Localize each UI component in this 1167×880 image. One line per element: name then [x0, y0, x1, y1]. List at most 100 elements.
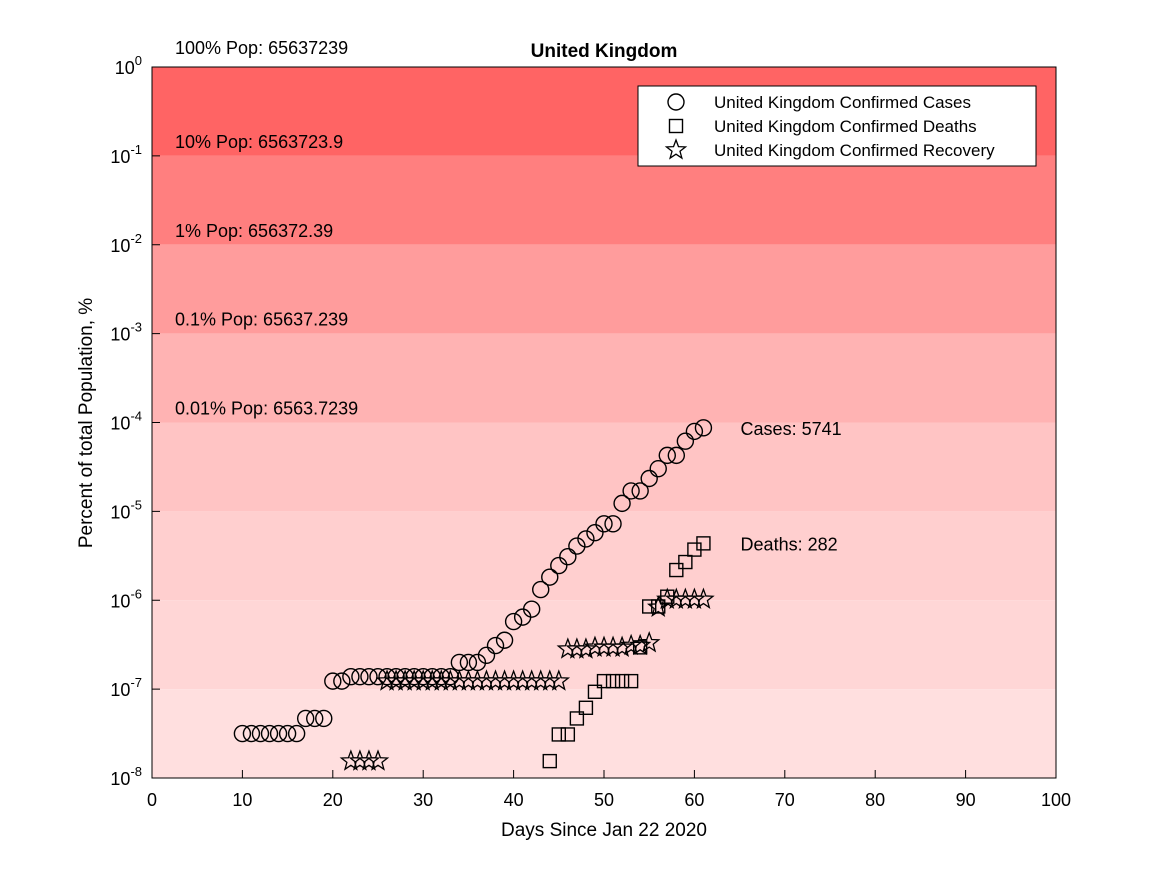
circle-point-14	[360, 667, 378, 686]
circle-point-47	[658, 446, 676, 465]
legend-label-2: United Kingdom Confirmed Recovery	[714, 141, 995, 160]
square-point-8	[614, 673, 630, 689]
circle-point-44	[631, 482, 649, 500]
circle-point-43	[622, 482, 640, 500]
circle-point-3	[260, 724, 279, 743]
square-point-14	[669, 562, 684, 578]
x-tick-label-9: 90	[956, 790, 976, 810]
circle-point-42	[613, 494, 631, 513]
band-3	[152, 333, 1056, 423]
annotations: Cases: 5741 Deaths: 282	[741, 419, 842, 555]
data-series	[233, 419, 715, 771]
circle-point-4	[269, 724, 288, 743]
band-2	[152, 244, 1056, 334]
y-tick-label-1: 10-1	[110, 142, 142, 167]
x-tick-label-7: 70	[775, 790, 795, 810]
circle-point-48	[667, 446, 686, 465]
y-tick-label-6: 10-6	[110, 586, 142, 611]
circle-point-45	[640, 469, 658, 488]
annotation-1: Deaths: 282	[741, 534, 838, 554]
circle-point-13	[351, 667, 369, 686]
circle-point-11	[333, 672, 351, 690]
circle-point-10	[324, 672, 342, 690]
circle-point-15	[369, 667, 387, 686]
band-1	[152, 155, 1056, 245]
square-point-17	[696, 536, 711, 551]
square-point-1	[551, 727, 566, 742]
circle-point-46	[649, 460, 667, 478]
circle-point-1	[242, 724, 261, 743]
circle-point-30	[504, 612, 523, 631]
y-axis-ticks: 100 10-1 10-2 10-3 10-4 10-5 10-6 10-7 10-8	[110, 53, 160, 789]
circle-point-9	[315, 709, 333, 728]
star-point-32	[628, 633, 652, 656]
band-5	[152, 511, 1056, 601]
band-label-3: 0.1% Pop: 65637.239	[175, 310, 348, 330]
circle-point-34	[541, 568, 559, 586]
square-point-15	[678, 554, 693, 570]
x-tick-label-1: 10	[232, 790, 252, 810]
circle-point-0	[233, 724, 252, 743]
x-axis-label: Days Since Jan 22 2020	[501, 820, 707, 841]
legend: United Kingdom Confirmed Cases United Kin…	[637, 85, 1037, 167]
y-tick-label-5: 10-5	[110, 497, 142, 522]
x-axis-ticks: 0 10 20 30 40 50 60 70 80 90 100	[147, 770, 1071, 810]
x-tick-label-0: 0	[147, 790, 157, 810]
square-point-2	[560, 727, 576, 742]
x-tick-label-5: 50	[594, 790, 614, 810]
circle-point-32	[522, 600, 541, 618]
band-labels: 100% Pop: 65637239 10% Pop: 6563723.9 1% P…	[175, 38, 358, 419]
star-point-23	[547, 669, 571, 691]
star-point-39	[692, 587, 715, 609]
circle-point-29	[495, 631, 514, 649]
circle-point-8	[306, 709, 324, 728]
star-point-33	[637, 631, 661, 653]
band-label-4: 0.01% Pop: 6563.7239	[175, 399, 358, 419]
circle-point-37	[568, 537, 586, 555]
legend-circle-icon	[667, 93, 685, 111]
square-point-3	[569, 711, 585, 726]
square-point-4	[578, 700, 594, 715]
square-point-0	[542, 753, 557, 769]
series-circle	[233, 419, 713, 743]
chart-title: United Kingdom	[531, 41, 678, 62]
circle-point-33	[532, 580, 550, 599]
circle-point-7	[296, 709, 315, 728]
square-point-6	[596, 673, 612, 689]
circle-point-41	[604, 515, 622, 533]
x-tick-label-2: 20	[323, 790, 343, 810]
circle-point-51	[694, 419, 713, 437]
star-point-30	[610, 635, 634, 657]
x-tick-label-6: 60	[684, 790, 704, 810]
y-tick-label-7: 10-7	[110, 675, 142, 700]
circle-point-28	[486, 636, 505, 655]
star-point-3	[366, 749, 390, 771]
circle-point-5	[278, 724, 297, 743]
band-label-1: 10% Pop: 6563723.9	[175, 132, 343, 152]
circle-point-38	[577, 530, 595, 548]
y-tick-label-4: 10-4	[110, 409, 142, 434]
y-tick-label-8: 10-8	[110, 764, 142, 789]
circle-point-40	[595, 515, 613, 533]
circle-point-12	[342, 667, 360, 686]
y-axis-label: Percent of total Population, %	[76, 298, 97, 548]
circle-point-50	[685, 422, 704, 441]
square-point-5	[587, 684, 603, 699]
x-tick-label-8: 80	[865, 790, 885, 810]
band-label-2: 1% Pop: 656372.39	[175, 221, 333, 241]
square-point-9	[623, 673, 639, 689]
band-4	[152, 422, 1056, 512]
circle-point-36	[559, 548, 577, 566]
series-star	[339, 587, 715, 771]
x-tick-label-3: 30	[413, 790, 433, 810]
legend-label-0: United Kingdom Confirmed Cases	[714, 93, 971, 112]
circle-point-2	[251, 724, 270, 743]
star-point-26	[574, 637, 598, 659]
circle-point-39	[586, 524, 604, 542]
band-label-0: 100% Pop: 65637239	[175, 38, 348, 58]
legend-square-icon	[668, 118, 684, 134]
y-tick-label-0: 100	[115, 53, 142, 78]
circle-point-6	[287, 724, 306, 743]
